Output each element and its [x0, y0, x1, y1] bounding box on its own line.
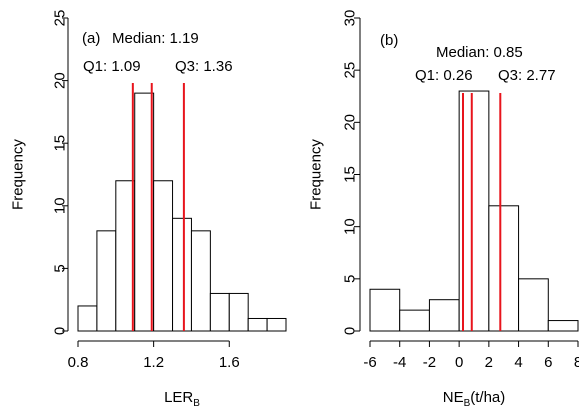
median-annotation: Median: 0.85: [436, 44, 523, 61]
x-tick-label: -4: [393, 354, 406, 371]
histogram-bar: [266, 317, 287, 332]
y-tick-label: 5: [342, 275, 359, 283]
q3-annotation: Q3: 1.36: [175, 58, 233, 75]
y-tick-label: 20: [342, 114, 359, 131]
histogram-bar: [428, 299, 460, 332]
median-annotation: Median: 1.19: [112, 30, 199, 47]
panel-label: (b): [380, 32, 398, 49]
y-tick-label: 25: [342, 62, 359, 79]
histogram-bar: [96, 230, 117, 332]
histogram-bar: [172, 217, 192, 332]
x-axis-title-main: NE: [443, 389, 464, 406]
y-tick-label: 30: [342, 10, 359, 27]
x-tick-label: 0.8: [68, 354, 89, 371]
q1-annotation: Q1: 0.26: [415, 67, 473, 84]
x-tick-label: 1.2: [143, 354, 164, 371]
x-tick-label: 6: [544, 354, 552, 371]
histogram-bar: [488, 205, 520, 332]
histogram-bar: [369, 288, 401, 332]
x-axis-title: LERB: [164, 389, 200, 409]
y-tick-label: 0: [342, 327, 359, 335]
y-axis-title: Frequency: [308, 139, 325, 210]
y-tick-label: 25: [52, 10, 69, 27]
histogram-bar: [247, 317, 268, 332]
y-tick-label: 15: [342, 166, 359, 183]
x-tick-label: 2: [485, 354, 493, 371]
x-axis-title: NEB(t/ha): [443, 389, 506, 409]
q3-annotation: Q3: 2.77: [498, 67, 556, 84]
x-tick-label: 8: [574, 354, 579, 371]
x-tick-label: -6: [363, 354, 376, 371]
y-tick-label: 5: [52, 264, 69, 272]
q1-annotation: Q1: 1.09: [83, 58, 141, 75]
x-tick-label: 0: [455, 354, 463, 371]
y-tick-label: 10: [342, 218, 359, 235]
histogram-bar: [209, 292, 230, 332]
x-tick-label: 4: [514, 354, 522, 371]
histogram-bar: [458, 90, 490, 332]
y-tick-label: 10: [52, 197, 69, 214]
y-tick-label: 0: [52, 327, 69, 335]
y-axis-title: Frequency: [10, 139, 27, 210]
histogram-bar: [77, 305, 98, 332]
x-axis-title-unit: (t/ha): [470, 389, 505, 406]
histogram-bar: [228, 292, 249, 332]
y-tick-label: 15: [52, 135, 69, 152]
x-axis-title-subscript: B: [193, 398, 200, 409]
y-tick-label: 20: [52, 72, 69, 89]
x-tick-label: -2: [423, 354, 436, 371]
histogram-bar: [547, 320, 579, 332]
histogram-bar: [153, 180, 174, 332]
panel-label: (a): [82, 30, 100, 47]
histogram-bar: [190, 230, 211, 332]
x-axis-title-subscript: B: [464, 398, 471, 409]
histogram-bar: [518, 278, 549, 332]
x-axis-title-main: LER: [164, 389, 193, 406]
histogram-bar: [399, 309, 430, 332]
x-tick-label: 1.6: [219, 354, 240, 371]
